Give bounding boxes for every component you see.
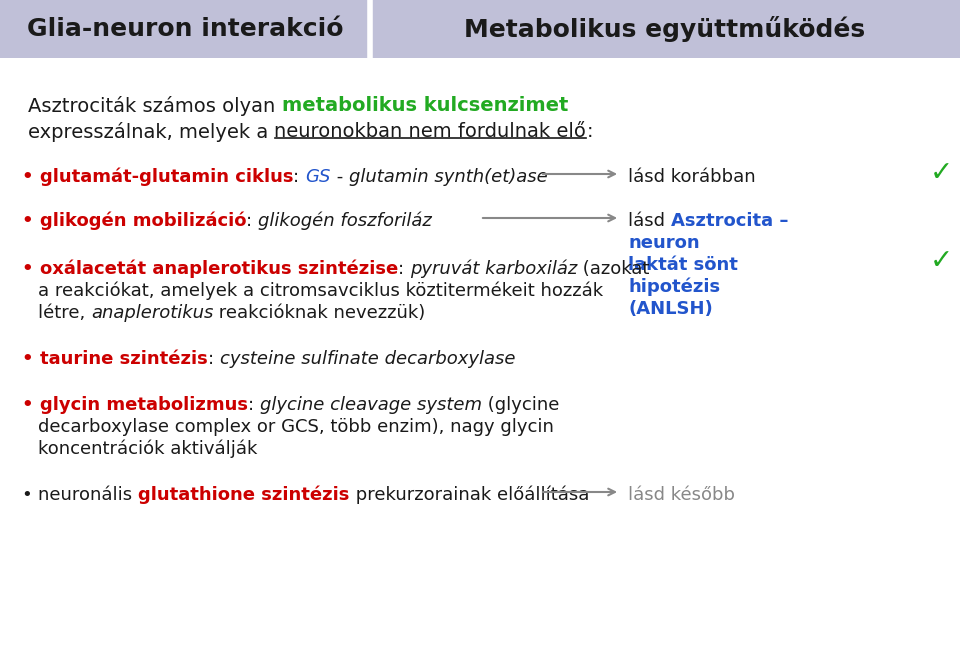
Text: ✓: ✓ xyxy=(930,247,953,275)
Text: :: : xyxy=(294,168,305,186)
Text: neuronális: neuronális xyxy=(38,486,138,504)
Text: (azokat: (azokat xyxy=(577,260,650,278)
Text: Asztrocita –: Asztrocita – xyxy=(671,212,788,230)
Text: laktát sönt: laktát sönt xyxy=(628,256,738,274)
Text: •: • xyxy=(22,260,40,278)
Text: anaplerotikus: anaplerotikus xyxy=(91,304,213,322)
Text: expresszálnak, melyek a: expresszálnak, melyek a xyxy=(28,122,275,142)
Text: •: • xyxy=(22,168,40,186)
Text: Metabolikus együttműködés: Metabolikus együttműködés xyxy=(465,16,866,42)
Text: •: • xyxy=(22,486,38,504)
Text: ✓: ✓ xyxy=(930,159,953,187)
Text: Asztrociták számos olyan: Asztrociták számos olyan xyxy=(28,96,281,116)
Text: Glia-neuron interakció: Glia-neuron interakció xyxy=(27,17,344,41)
Text: :: : xyxy=(587,122,593,141)
Text: lásd: lásd xyxy=(628,212,671,230)
Text: glutamát-glutamin ciklus: glutamát-glutamin ciklus xyxy=(40,168,294,186)
Text: glycine cleavage system: glycine cleavage system xyxy=(260,396,482,414)
Text: glikogén mobilizáció: glikogén mobilizáció xyxy=(40,212,247,230)
Text: (glycine: (glycine xyxy=(482,396,559,414)
Text: koncentrációk aktiválják: koncentrációk aktiválják xyxy=(38,440,257,458)
Text: reakcióknak nevezzük): reakcióknak nevezzük) xyxy=(213,304,425,322)
Text: metabolikus kulcsenzimet: metabolikus kulcsenzimet xyxy=(281,96,568,115)
Bar xyxy=(0,0,960,58)
Text: GS: GS xyxy=(305,168,330,186)
Text: a reakciókat, amelyek a citromsavciklus köztitermékeit hozzák: a reakciókat, amelyek a citromsavciklus … xyxy=(38,282,603,301)
Text: :: : xyxy=(247,212,258,230)
Text: neuronokban nem fordulnak elő: neuronokban nem fordulnak elő xyxy=(275,122,587,141)
Text: :: : xyxy=(248,396,260,414)
Text: •: • xyxy=(22,212,40,230)
Text: oxálacetát anaplerotikus szintézise: oxálacetát anaplerotikus szintézise xyxy=(40,260,398,279)
Text: glikogén foszforiláz: glikogén foszforiláz xyxy=(258,212,432,230)
Text: glutathione szintézis: glutathione szintézis xyxy=(138,486,349,505)
Text: (ANLSH): (ANLSH) xyxy=(628,300,712,318)
Text: glutamin synth(et)ase: glutamin synth(et)ase xyxy=(348,168,547,186)
Text: -: - xyxy=(330,168,348,186)
Text: neuron: neuron xyxy=(628,234,700,252)
Text: :: : xyxy=(207,350,220,368)
Text: glycin metabolizmus: glycin metabolizmus xyxy=(40,396,248,414)
Text: decarboxylase complex or GCS, több enzim), nagy glycin: decarboxylase complex or GCS, több enzim… xyxy=(38,418,554,436)
Text: lásd később: lásd később xyxy=(628,486,735,504)
Text: :: : xyxy=(398,260,410,278)
Text: lásd korábban: lásd korábban xyxy=(628,168,756,186)
Text: hipotézis: hipotézis xyxy=(628,278,720,296)
Text: cysteine sulfinate decarboxylase: cysteine sulfinate decarboxylase xyxy=(220,350,515,368)
Text: taurine szintézis: taurine szintézis xyxy=(40,350,207,368)
Text: létre,: létre, xyxy=(38,304,91,322)
Text: prekurzorainak előállítása: prekurzorainak előállítása xyxy=(349,486,589,505)
Text: •: • xyxy=(22,350,40,368)
Text: pyruvát karboxiláz: pyruvát karboxiláz xyxy=(410,260,577,279)
Text: •: • xyxy=(22,396,40,414)
